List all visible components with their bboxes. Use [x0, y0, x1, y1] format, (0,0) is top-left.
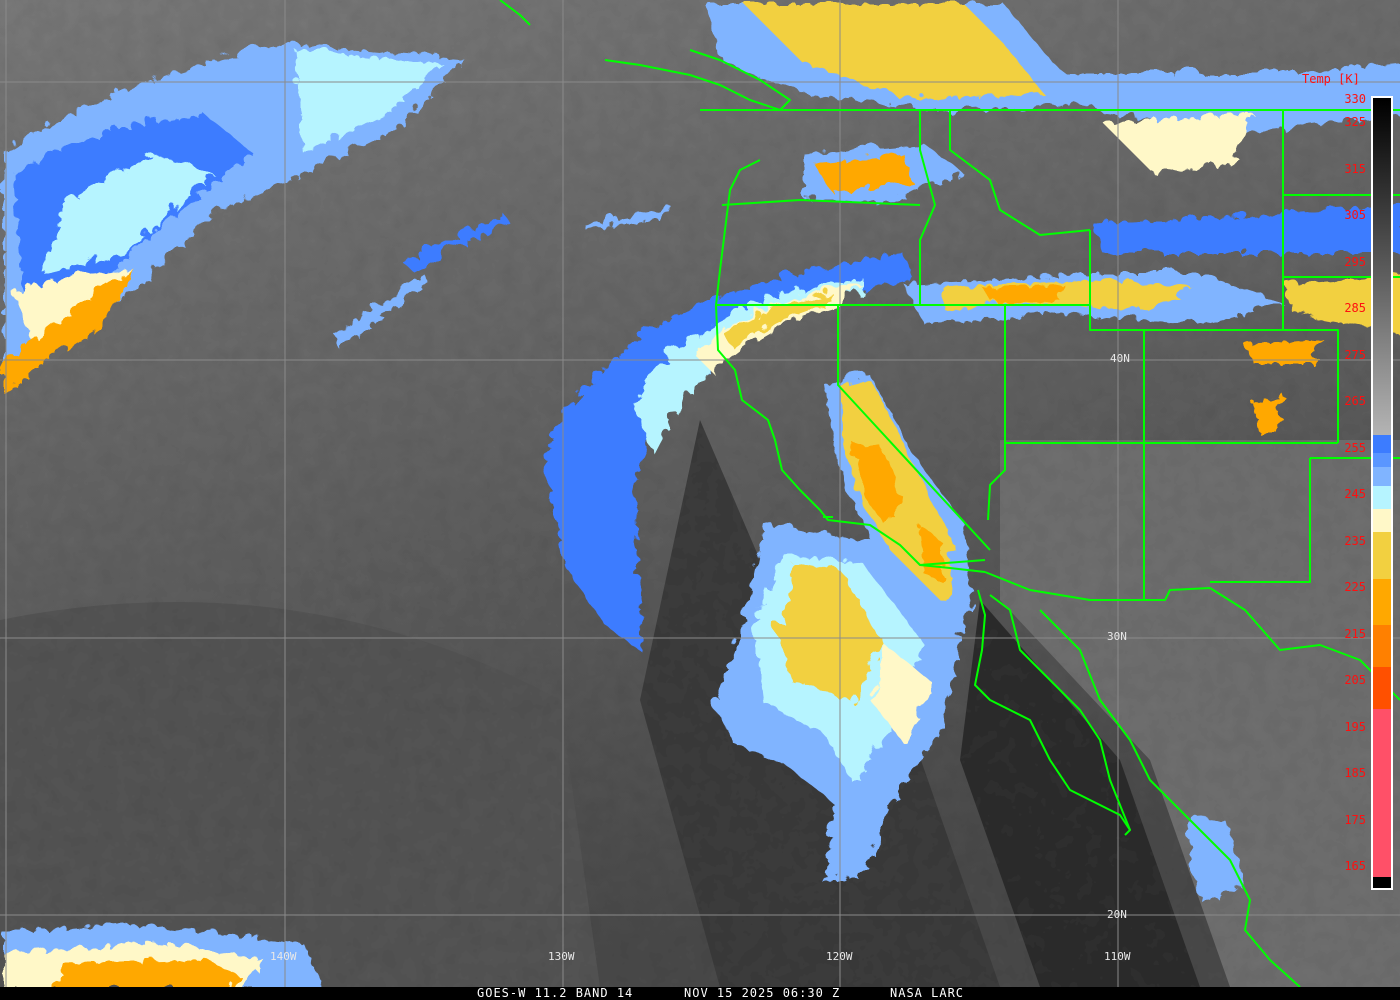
colorbar-tick-label: 330: [1344, 92, 1366, 106]
lat-label-30n: 30N: [1107, 630, 1127, 643]
lat-label-20n: 20N: [1107, 908, 1127, 921]
colorbar-tick-label: 275: [1344, 347, 1366, 362]
colorbar-segment: [1373, 100, 1391, 435]
colorbar-tick-label: 185: [1344, 766, 1366, 781]
colorbar-segment: [1373, 876, 1391, 888]
colorbar-tick-label: 205: [1344, 673, 1366, 688]
colorbar-segment: [1373, 578, 1391, 626]
colorbar-tick-label: 175: [1344, 812, 1366, 827]
colorbar-tick-label: 195: [1344, 719, 1366, 734]
caption-satellite: GOES-W 11.2 BAND 14: [477, 986, 634, 1000]
colorbar-tick-label: 235: [1344, 533, 1366, 548]
colorbar-segment: [1373, 625, 1391, 668]
colorbar-tick-label: 285: [1344, 301, 1366, 316]
lon-label-110w: 110W: [1104, 950, 1131, 963]
colorbar-tick-label: 315: [1344, 161, 1366, 176]
colorbar-tick-label: 305: [1344, 208, 1366, 223]
caption-source: NASA LARC: [890, 986, 965, 1000]
idaho-montana-border: [949, 110, 1091, 236]
ca-nv-border: [837, 305, 991, 551]
colorbar-segment: [1373, 467, 1391, 486]
mexico-mainland-coast: [1039, 609, 1301, 987]
wyoming-border: [1089, 230, 1339, 443]
lon-label-130w: 130W: [548, 950, 575, 963]
nevada-east-border: [987, 305, 1006, 521]
colorbar-segment: [1373, 434, 1391, 454]
us-mexico-border: [984, 571, 1400, 701]
colorbar-tick-label: 295: [1344, 254, 1366, 269]
canada-coast: [499, 0, 531, 26]
colorbar-tick-label: 225: [1344, 580, 1366, 595]
colorbar-tick-label: 265: [1344, 394, 1366, 409]
ca-az-border: [919, 559, 986, 566]
colorbar-tick-label: 245: [1344, 487, 1366, 502]
us-west-coast: [715, 159, 986, 573]
baja-west-coast: [974, 589, 1131, 836]
colorbar-segment: [1373, 667, 1391, 710]
colorbar-tick-label: 255: [1344, 440, 1366, 455]
vancouver-island: [604, 49, 791, 111]
colorbar-tick-label: 325: [1344, 115, 1366, 130]
colorbar-tick-label: 215: [1344, 626, 1366, 641]
baja-gulf-coast: [989, 594, 1131, 831]
colorbar-segment: [1373, 453, 1391, 468]
colorbar-segment: [1373, 485, 1391, 510]
lon-label-140w: 140W: [270, 950, 297, 963]
colorbar-title: Temp [K]: [1302, 72, 1360, 86]
colorbar-segment: [1373, 509, 1391, 533]
political-borders: [499, 0, 1400, 987]
caption-datetime: NOV 15 2025 06:30 Z: [684, 986, 841, 1000]
colorbar-segment: [1373, 532, 1391, 579]
colorbar-tick-label: 165: [1344, 859, 1366, 874]
nm-tx-border: [1210, 458, 1311, 583]
colorbar: [1371, 96, 1393, 890]
lon-label-120w: 120W: [826, 950, 853, 963]
colorbar-segment: [1373, 709, 1391, 877]
oregon-idaho-border: [919, 110, 936, 305]
wa-or-border: [721, 199, 921, 206]
caption-bar: GOES-W 11.2 BAND 14 NOV 15 2025 06:30 Z …: [0, 986, 1400, 1000]
lat-label-40n: 40N: [1110, 352, 1130, 365]
